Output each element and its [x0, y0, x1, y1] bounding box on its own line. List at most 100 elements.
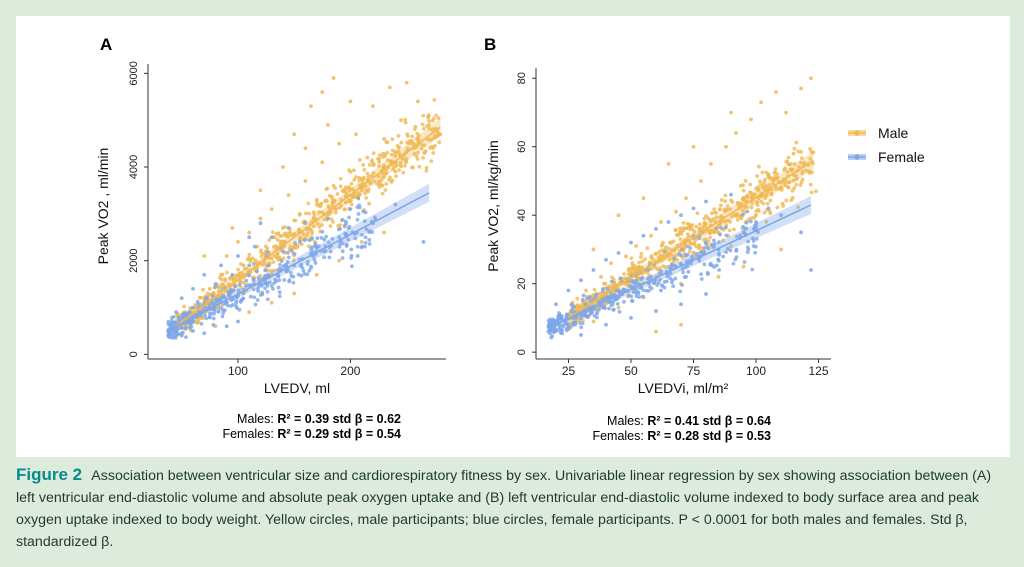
panel-a-male-point — [253, 258, 258, 263]
panel-a-male-point — [303, 146, 308, 151]
panel-a-female-point — [326, 216, 330, 221]
panel-b-male-point — [773, 170, 777, 175]
panel-a-female-point — [367, 242, 372, 246]
panel-a-male-point — [238, 279, 242, 284]
panel-b-male-point — [674, 253, 678, 258]
panel-a-male-point — [405, 140, 410, 145]
panel-a-females-stat: Females: R² = 0.29 std β = 0.54 — [222, 427, 401, 441]
panel-b-male-point — [682, 238, 687, 243]
panel-b-female-point — [617, 309, 622, 314]
panel-b-females-stat: Females: R² = 0.28 std β = 0.53 — [592, 429, 771, 443]
panel-b-female-point — [750, 236, 755, 241]
panel-a-male-point — [197, 295, 202, 300]
panel-a-male-point — [216, 289, 221, 294]
panel-b-male-point — [685, 221, 690, 226]
panel-a-male-point — [369, 159, 374, 164]
panel-b-female-point — [604, 322, 608, 327]
panel-a-male-point — [271, 268, 276, 273]
panel-b-female-point — [549, 335, 554, 340]
panel-a-female-point — [363, 244, 367, 249]
panel-a-female-point — [312, 258, 317, 262]
panel-b-female-point — [554, 302, 558, 307]
panel-a-male-point — [335, 192, 340, 196]
panel-b-female-point — [553, 319, 558, 324]
panel-a-male-point — [247, 310, 252, 315]
panel-a-female-point — [322, 237, 327, 242]
panel-a-female-point — [255, 269, 259, 274]
panel-b-female-point — [616, 250, 621, 255]
panel-a-female-point — [220, 314, 225, 319]
panel-b-male-point — [799, 156, 804, 160]
panel-b-male-point — [804, 168, 808, 173]
panel-b-male-point — [748, 182, 753, 187]
panel-b-female-point — [717, 251, 721, 256]
panel-b-female-point — [717, 268, 722, 272]
panel-b-male-point — [800, 169, 805, 174]
panel-b-male-point — [797, 164, 801, 169]
panel-b-female-point — [809, 268, 813, 272]
panel-b-male-point — [708, 235, 713, 240]
panel-a-female-point — [199, 321, 204, 326]
panel-b-male-point — [738, 214, 742, 218]
panel-b-female-point — [725, 246, 730, 251]
panel-a-male-point — [393, 149, 398, 154]
panel-b-male-point — [679, 232, 684, 236]
panel-b-male-point — [767, 175, 772, 179]
panel-a-female-point — [233, 284, 237, 289]
panel-a-male-point — [424, 168, 429, 173]
panel-b-female-point — [547, 331, 552, 336]
panel-a-female-point — [269, 283, 274, 288]
panel-b-male-point — [624, 254, 628, 259]
panel-a-female-point — [237, 282, 242, 287]
panel-b-female-point — [580, 297, 585, 302]
panel-a-female-regression-line — [167, 192, 430, 332]
panel-a-female-point — [287, 278, 292, 283]
panel-b-male-point — [673, 228, 678, 233]
panel-a-male-point — [315, 199, 319, 204]
panel-b-female-point — [695, 251, 699, 256]
panel-a-male-point — [292, 132, 297, 137]
panel-a-male-point — [316, 203, 321, 208]
panel-b-male-point — [681, 221, 686, 225]
panel-b-female-point — [748, 219, 753, 224]
panel-a-male-point — [377, 164, 381, 168]
panel-a-female-point — [347, 215, 351, 220]
panel-b-female-point — [679, 247, 684, 251]
panel-b-male-point — [706, 239, 711, 244]
panel-a-female-point — [216, 309, 221, 314]
panel-a-male-point — [220, 272, 225, 277]
panel-b-female-point — [591, 268, 596, 272]
panel-a-male-point — [371, 171, 376, 176]
panel-a-male-point — [435, 133, 440, 138]
panel-a-female-point — [302, 238, 307, 243]
panel-a-male-point — [366, 189, 370, 194]
panel-b-y-axis-label: Peak VO2, ml/kg/min — [485, 140, 501, 272]
panel-b-male-point — [678, 237, 683, 241]
panel-b-female-point — [579, 333, 583, 337]
panel-b-female-point — [702, 262, 707, 267]
panel-a-male-point — [298, 235, 302, 240]
panel-b-female-point — [731, 261, 736, 266]
panel-a-male-point — [367, 163, 372, 167]
panel-b-male-point — [809, 190, 814, 195]
panel-a-female-point — [289, 248, 294, 253]
panel-a-male-point — [293, 218, 298, 223]
panel-b-male-point — [795, 176, 799, 181]
caption-label: Figure 2 — [16, 465, 83, 484]
panel-b-female-point — [608, 293, 613, 298]
panel-a-male-point — [427, 126, 432, 131]
panel-b-female-point — [714, 226, 719, 231]
panel-a-female-point — [265, 250, 270, 254]
panel-b-female-point — [672, 256, 677, 261]
legend-female-swatch-dot — [854, 154, 860, 160]
panel-b-female-point — [559, 328, 564, 333]
panel-b-female-point — [618, 276, 623, 281]
panel-b-female-point — [689, 254, 694, 259]
panel-a-male-point — [384, 140, 389, 144]
panel-b-female-point — [641, 288, 646, 293]
panel-b-male-point — [770, 181, 775, 186]
panel-a-male-point — [338, 184, 343, 189]
panel-a-male-point — [337, 141, 342, 146]
panel-a-male-point — [410, 134, 415, 139]
panel-b-female-point — [712, 265, 717, 269]
